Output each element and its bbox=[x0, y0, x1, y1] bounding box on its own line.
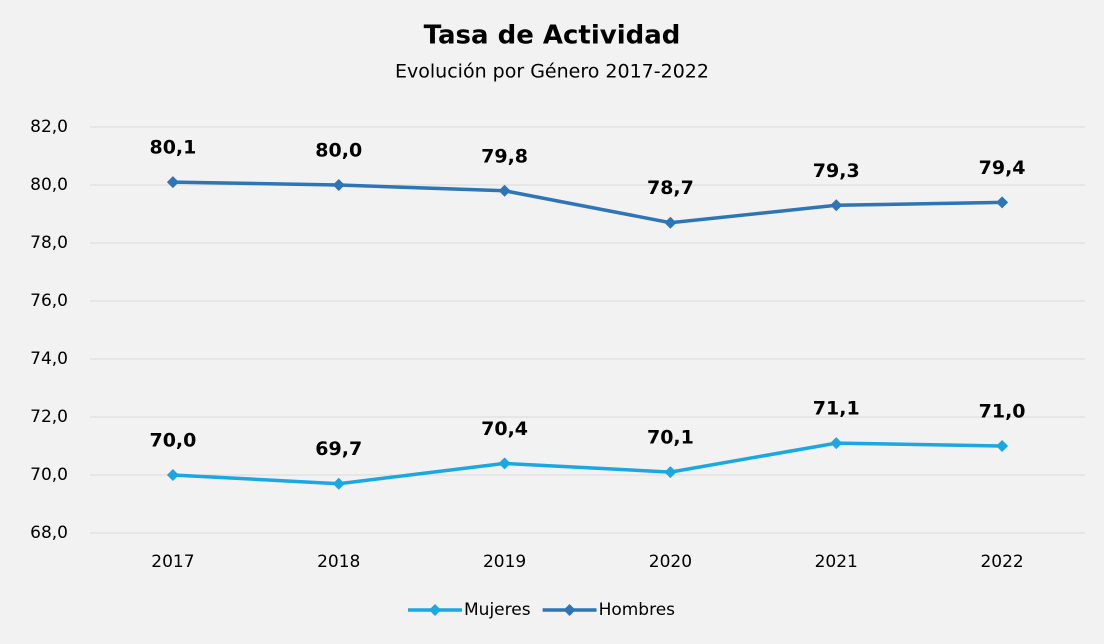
data-label: 79,4 bbox=[979, 157, 1026, 179]
legend-marker bbox=[429, 604, 441, 616]
x-tick-label: 2021 bbox=[815, 552, 858, 572]
y-tick-label: 80,0 bbox=[30, 175, 68, 195]
legend-label: Hombres bbox=[599, 600, 676, 620]
data-point bbox=[498, 184, 511, 197]
x-tick-label: 2022 bbox=[980, 552, 1023, 572]
data-label: 70,1 bbox=[647, 427, 694, 449]
y-tick-label: 82,0 bbox=[30, 117, 68, 137]
legend-label: Mujeres bbox=[464, 600, 531, 620]
data-point bbox=[996, 196, 1009, 209]
data-point bbox=[664, 466, 677, 479]
data-label: 70,4 bbox=[481, 418, 528, 440]
data-point bbox=[996, 440, 1009, 452]
data-label: 79,8 bbox=[481, 145, 528, 167]
chart-subtitle: Evolución por Género 2017-2022 bbox=[395, 61, 709, 83]
y-tick-label: 78,0 bbox=[30, 233, 68, 253]
data-point bbox=[664, 216, 677, 229]
data-point bbox=[498, 457, 511, 470]
series-line bbox=[172, 180, 1003, 225]
data-point bbox=[166, 176, 179, 189]
data-label: 80,1 bbox=[149, 137, 196, 159]
legend-marker bbox=[563, 604, 576, 616]
y-tick-label: 68,0 bbox=[30, 523, 68, 543]
data-label: 71,0 bbox=[979, 401, 1026, 423]
y-tick-label: 70,0 bbox=[30, 465, 68, 485]
x-tick-label: 2017 bbox=[151, 552, 194, 572]
y-tick-label: 72,0 bbox=[30, 407, 68, 427]
data-point bbox=[830, 199, 843, 212]
data-label: 70,0 bbox=[149, 430, 196, 452]
y-tick-label: 76,0 bbox=[30, 291, 68, 311]
x-tick-label: 2020 bbox=[649, 552, 692, 572]
series-line bbox=[172, 441, 1003, 486]
data-label: 71,1 bbox=[813, 398, 860, 420]
data-label: 80,0 bbox=[315, 140, 362, 162]
data-label: 78,7 bbox=[647, 177, 694, 199]
data-label: 79,3 bbox=[813, 160, 860, 182]
data-label: 69,7 bbox=[315, 438, 362, 460]
y-tick-label: 74,0 bbox=[30, 349, 68, 369]
data-point bbox=[166, 469, 179, 481]
x-tick-label: 2019 bbox=[483, 552, 526, 572]
chart-title: Tasa de Actividad bbox=[424, 21, 681, 51]
data-point bbox=[332, 477, 345, 490]
x-tick-label: 2018 bbox=[317, 552, 360, 572]
data-point bbox=[332, 179, 345, 191]
data-point bbox=[830, 437, 843, 450]
